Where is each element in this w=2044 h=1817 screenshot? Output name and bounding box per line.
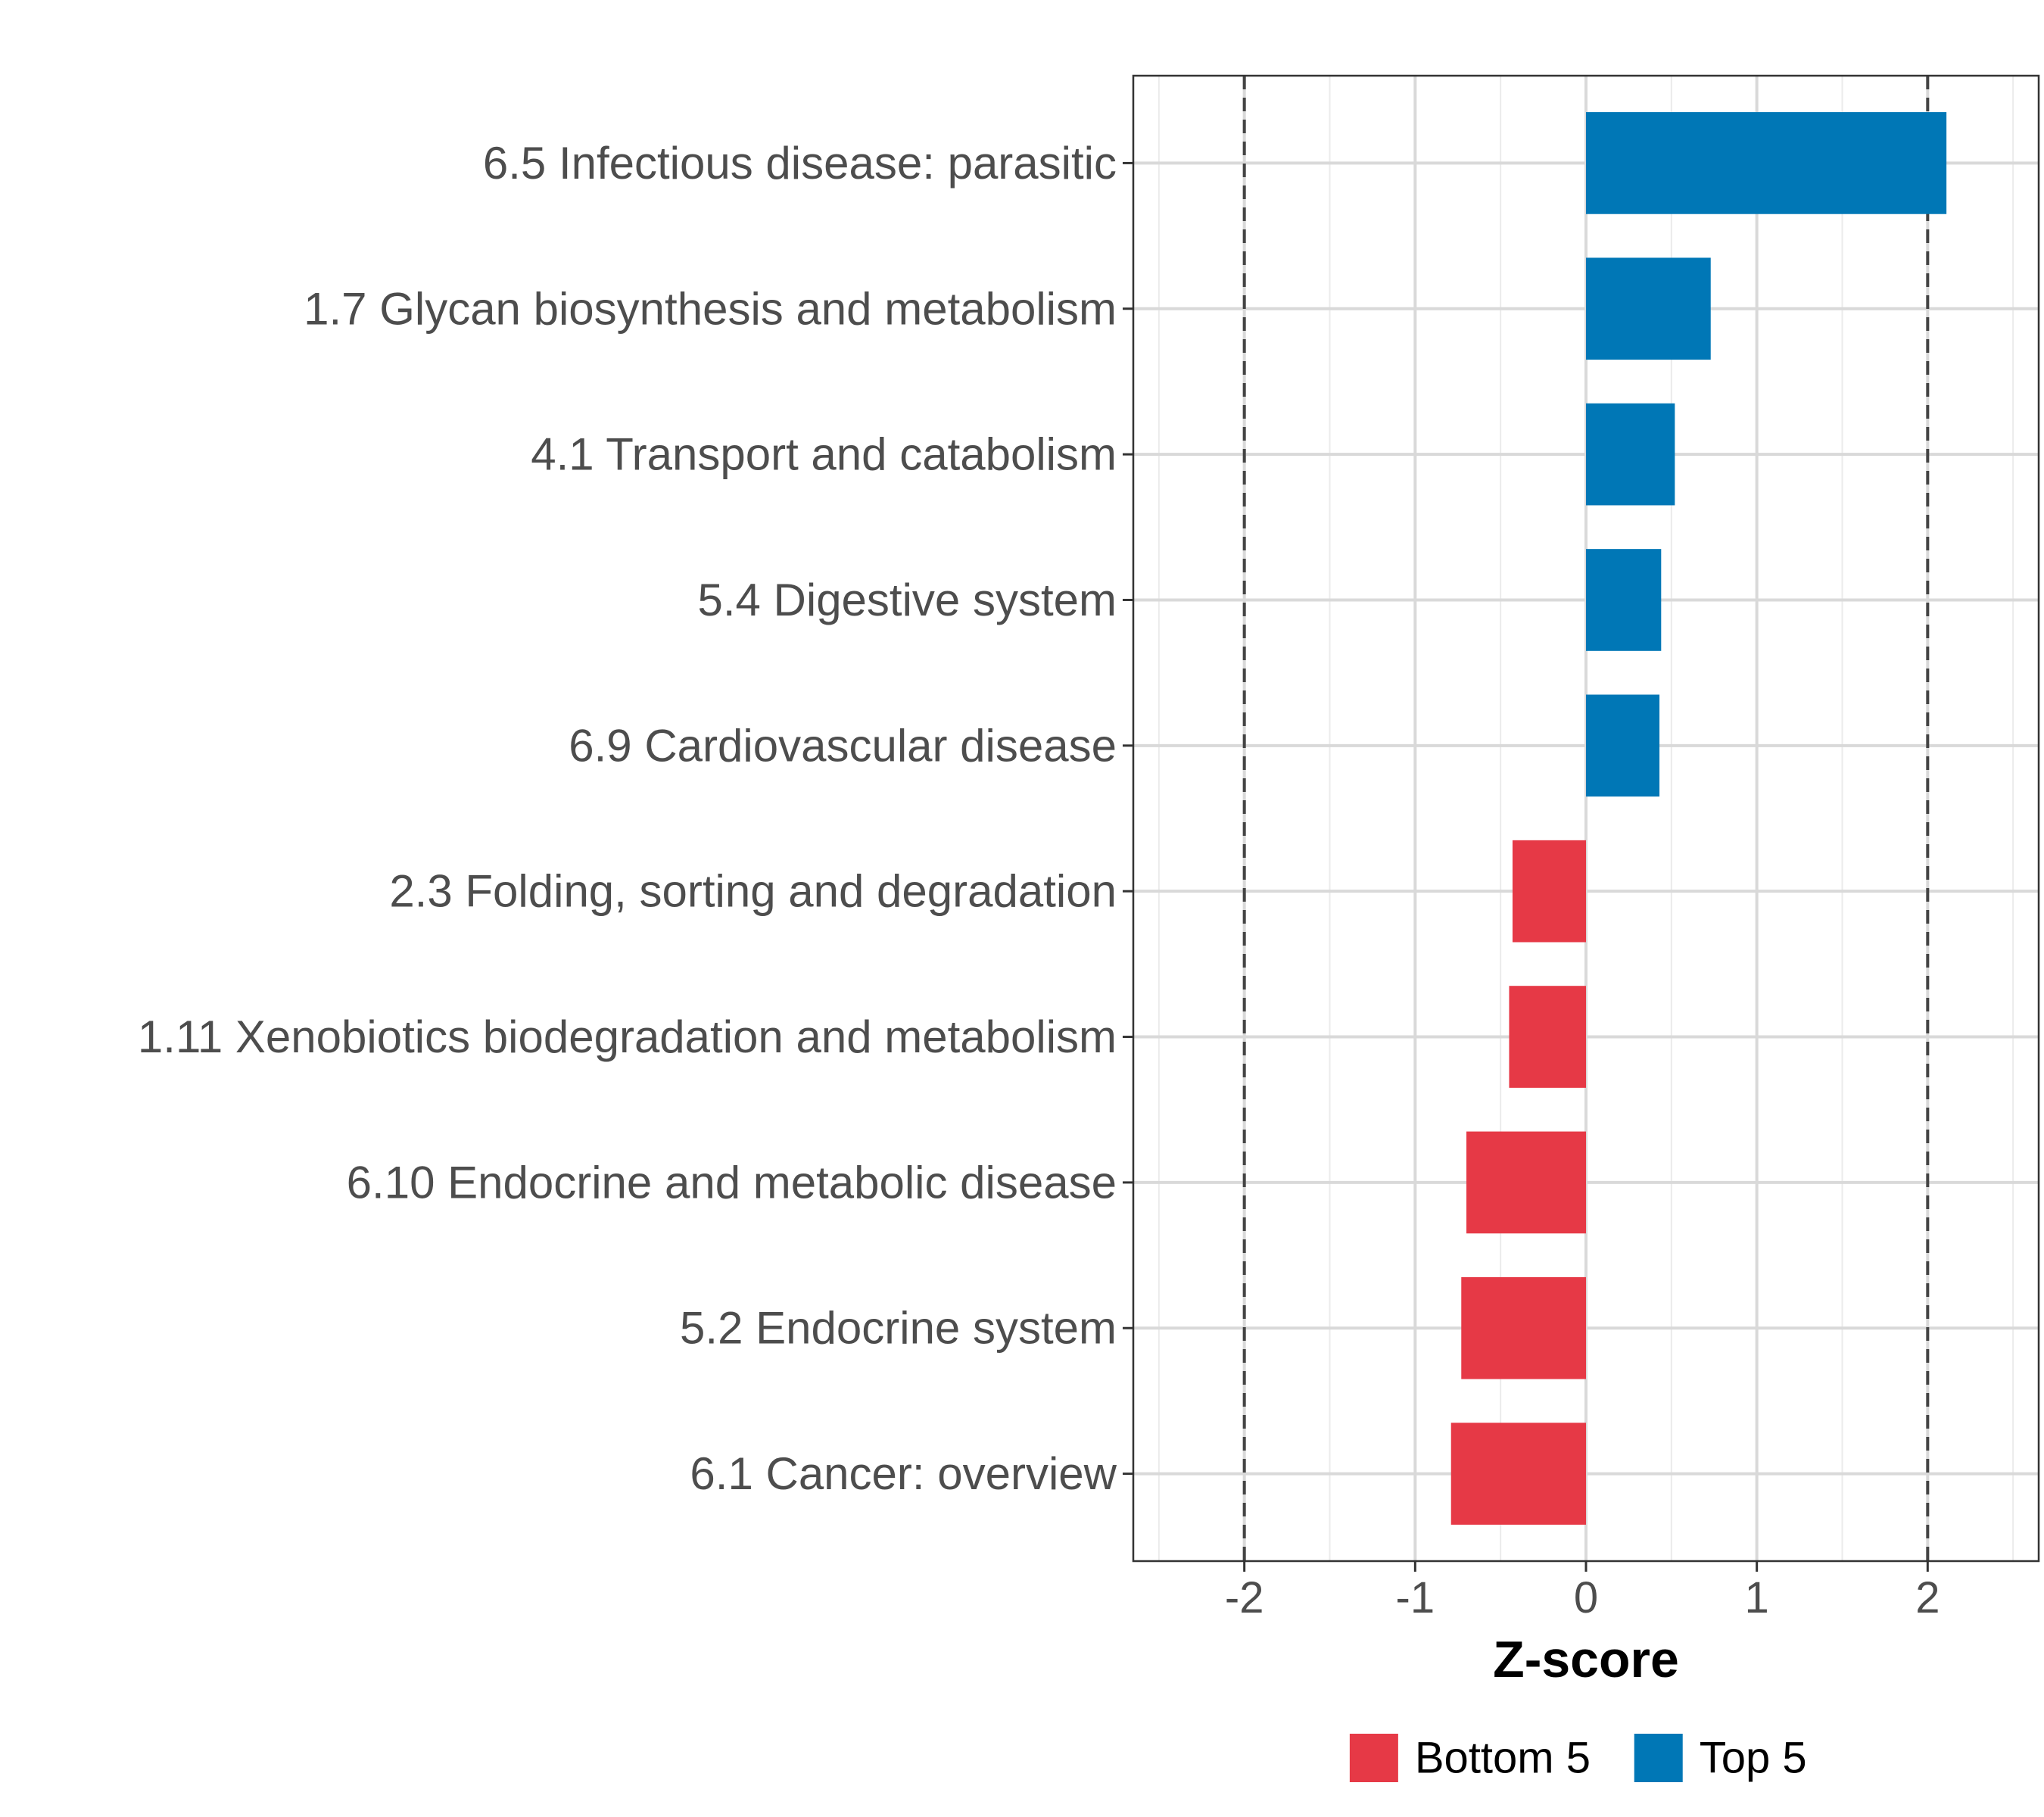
x-axis: -2 -1 0 1 2 <box>1225 1561 1940 1622</box>
category-label: 2.3 Folding, sorting and degradation <box>389 866 1117 917</box>
category-label: 6.9 Cardiovascular disease <box>569 720 1117 771</box>
x-tick-label: 2 <box>1915 1573 1940 1622</box>
category-label: 1.7 Glycan biosynthesis and metabolism <box>304 283 1117 334</box>
x-tick-label: 1 <box>1745 1573 1769 1622</box>
category-label: 5.2 Endocrine system <box>680 1303 1117 1354</box>
category-label: 1.11 Xenobiotics biodegradation and meta… <box>138 1011 1117 1062</box>
legend-key <box>1349 1734 1398 1782</box>
x-tick-label: -2 <box>1225 1573 1264 1622</box>
category-label: 6.10 Endocrine and metabolic disease <box>347 1157 1117 1208</box>
legend: Bottom 5 Top 5 <box>1349 1734 1807 1783</box>
bars <box>1450 112 1947 1525</box>
bar <box>1509 986 1586 1088</box>
category-label: 5.4 Digestive system <box>697 575 1117 625</box>
bar <box>1586 257 1711 360</box>
bar <box>1586 549 1662 651</box>
bar <box>1450 1423 1586 1525</box>
category-label: 4.1 Transport and catabolism <box>531 429 1117 480</box>
bar <box>1512 840 1586 943</box>
bar <box>1586 112 1947 214</box>
bar <box>1461 1276 1586 1379</box>
bar <box>1466 1131 1586 1234</box>
x-axis-title: Z-score <box>1493 1631 1679 1688</box>
y-axis: 6.5 Infectious disease: parasitic 1.7 Gly… <box>138 138 1133 1499</box>
bar <box>1586 403 1675 506</box>
legend-key <box>1634 1734 1683 1782</box>
category-label: 6.1 Cancer: overview <box>690 1448 1117 1499</box>
reference-lines <box>1242 76 1930 1561</box>
category-label: 6.5 Infectious disease: parasitic <box>483 138 1117 189</box>
bar <box>1586 694 1660 797</box>
x-tick-label: -1 <box>1396 1573 1435 1622</box>
legend-label: Bottom 5 <box>1415 1734 1591 1783</box>
legend-label: Top 5 <box>1700 1734 1807 1783</box>
x-tick-label: 0 <box>1574 1573 1598 1622</box>
